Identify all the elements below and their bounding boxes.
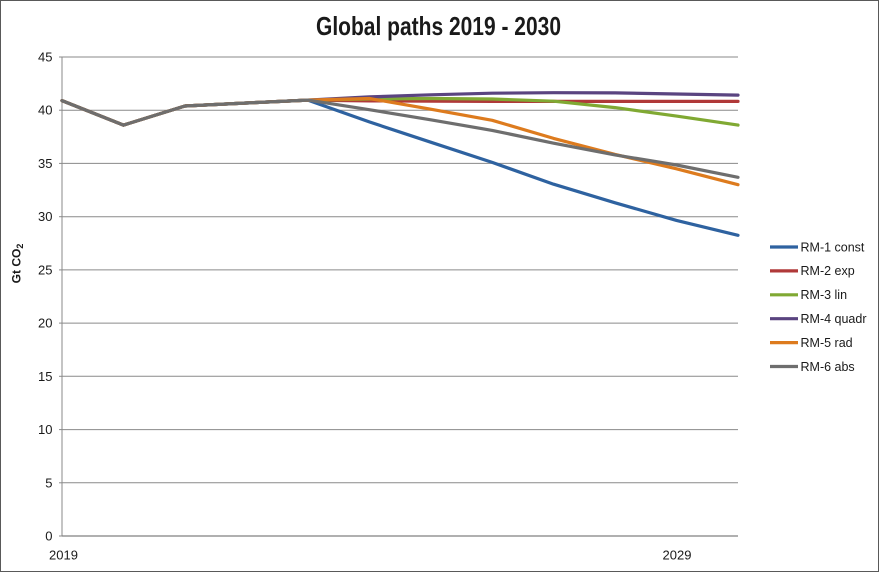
svg-text:2029: 2029 [663,548,692,563]
svg-text:20: 20 [38,316,52,331]
svg-text:25: 25 [38,262,52,277]
svg-text:RM-4 quadr: RM-4 quadr [801,312,867,326]
svg-text:RM-1 const: RM-1 const [801,240,865,254]
svg-text:40: 40 [38,103,52,118]
svg-text:30: 30 [38,209,52,224]
svg-text:Gt CO2: Gt CO2 [10,244,26,284]
svg-text:RM-3 lin: RM-3 lin [801,288,848,302]
svg-text:15: 15 [38,369,52,384]
svg-text:RM-5 rad: RM-5 rad [801,336,853,350]
svg-text:2019: 2019 [49,548,78,563]
svg-text:10: 10 [38,422,52,437]
svg-text:RM-2 exp: RM-2 exp [801,264,855,278]
svg-text:5: 5 [45,475,52,490]
svg-text:35: 35 [38,156,52,171]
svg-text:RM-6 abs: RM-6 abs [801,360,855,374]
svg-text:Global paths 2019 - 2030: Global paths 2019 - 2030 [316,11,561,41]
svg-text:0: 0 [45,529,52,544]
svg-text:45: 45 [38,50,52,65]
